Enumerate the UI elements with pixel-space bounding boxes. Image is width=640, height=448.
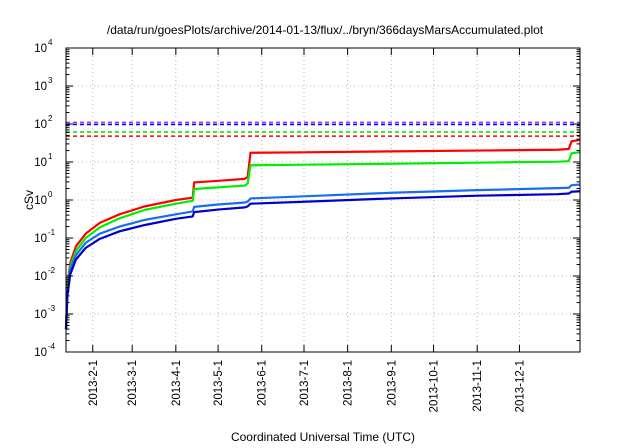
- x-axis-label: Coordinated Universal Time (UTC): [231, 430, 415, 444]
- y-tick-exponent: -3: [48, 304, 56, 313]
- y-tick-label: 101: [34, 152, 53, 169]
- series-line: [64, 190, 581, 330]
- y-tick-base: 10: [34, 347, 47, 359]
- x-tick-label: 2013-2-1: [88, 360, 100, 406]
- x-tick-label: 2013-11-1: [472, 360, 484, 412]
- y-tick-label: 10-2: [34, 266, 55, 283]
- y-tick-label: 100: [34, 190, 53, 207]
- x-tick-label: 2013-7-1: [299, 360, 311, 406]
- x-axis-ticks: 2013-2-1 2013-3-1 2013-4-1 2013-5-1 2013-6-1…: [88, 48, 526, 412]
- x-tick-label: 2013-3-1: [127, 360, 139, 406]
- y-tick-base: 10: [34, 81, 47, 93]
- y-tick-base: 10: [34, 157, 47, 169]
- y-tick-label: 102: [34, 114, 53, 131]
- y-tick-base: 10: [34, 195, 47, 207]
- y-tick-exponent: 3: [48, 76, 53, 85]
- reference-lines: [66, 121, 580, 137]
- y-axis-label: cSv: [22, 190, 36, 210]
- chart-title: /data/run/goesPlots/archive/2014-01-13/f…: [107, 23, 544, 37]
- x-tick-label: 2013-6-1: [257, 360, 269, 406]
- y-tick-label: 10-4: [34, 342, 55, 359]
- y-tick-exponent: 2: [48, 114, 53, 123]
- y-tick-exponent: -1: [48, 228, 56, 237]
- y-tick-base: 10: [34, 43, 47, 55]
- y-tick-exponent: 1: [48, 152, 53, 161]
- y-tick-exponent: 4: [48, 38, 53, 47]
- y-tick-exponent: -2: [48, 266, 56, 275]
- y-tick-base: 10: [34, 271, 47, 283]
- y-tick-exponent: -4: [48, 342, 56, 351]
- series-line: [64, 138, 581, 330]
- x-tick-label: 2013-9-1: [386, 360, 398, 406]
- y-tick-label: 103: [34, 76, 53, 93]
- x-tick-label: 2013-8-1: [343, 360, 355, 406]
- y-tick-base: 10: [34, 309, 47, 321]
- x-tick-label: 2013-10-1: [429, 360, 441, 412]
- y-tick-label: 104: [34, 38, 53, 55]
- x-tick-label: 2013-12-1: [514, 360, 526, 412]
- series-line: [64, 183, 581, 330]
- y-tick-exponent: 0: [48, 190, 53, 199]
- x-tick-label: 2013-4-1: [171, 360, 183, 406]
- series-line: [64, 151, 581, 330]
- x-tick-label: 2013-5-1: [213, 360, 225, 406]
- y-tick-label: 10-3: [34, 304, 55, 321]
- y-tick-base: 10: [34, 233, 47, 245]
- y-tick-base: 10: [34, 119, 47, 131]
- y-tick-label: 10-1: [34, 228, 55, 245]
- series-lines: [64, 138, 581, 330]
